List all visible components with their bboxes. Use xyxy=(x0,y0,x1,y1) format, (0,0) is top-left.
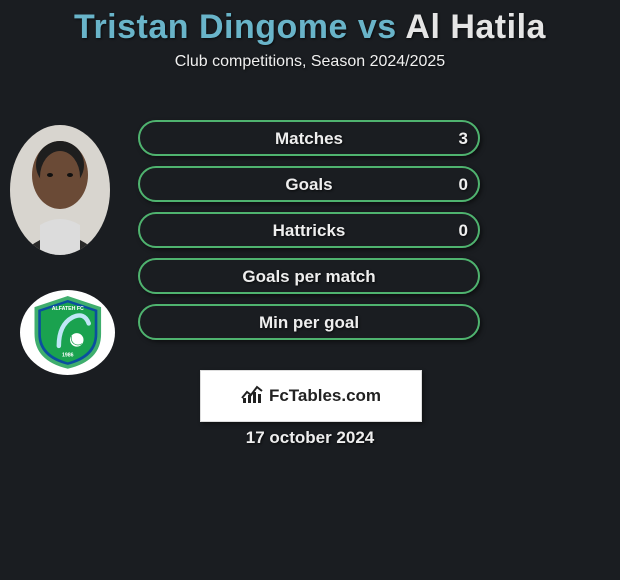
vs-word: vs xyxy=(358,8,397,46)
stat-value-left: 0 xyxy=(459,221,468,241)
stat-row: Hattricks0 xyxy=(138,212,480,248)
stat-pill: Hattricks0 xyxy=(138,212,480,248)
stat-value-left: 0 xyxy=(459,175,468,195)
stat-value-left: 3 xyxy=(459,129,468,149)
subtitle: Club competitions, Season 2024/2025 xyxy=(0,53,620,71)
brand-text: FcTables.com xyxy=(269,386,381,406)
stat-label: Hattricks xyxy=(140,221,478,241)
brand-badge[interactable]: FcTables.com xyxy=(200,370,422,422)
stat-pill: Goals0 xyxy=(138,166,480,202)
page-title: Tristan Dingome vs Al Hatila xyxy=(0,0,620,47)
stat-row: Min per goal xyxy=(138,304,480,340)
chart-icon xyxy=(241,384,263,409)
player-photo xyxy=(10,125,110,255)
svg-text:1986: 1986 xyxy=(62,352,74,358)
stat-label: Goals xyxy=(140,175,478,195)
stat-label: Goals per match xyxy=(140,267,478,287)
stat-pill: Goals per match xyxy=(138,258,480,294)
club-logo: ALFATEH FC 1986 xyxy=(20,290,115,375)
stat-row: Matches3 xyxy=(138,120,480,156)
stat-pill: Matches3 xyxy=(138,120,480,156)
stat-label: Matches xyxy=(140,129,478,149)
stat-row: Goals0 xyxy=(138,166,480,202)
date-label: 17 october 2024 xyxy=(0,428,620,448)
player-a-name: Tristan Dingome xyxy=(74,8,348,46)
stat-pill: Min per goal xyxy=(138,304,480,340)
stat-row: Goals per match xyxy=(138,258,480,294)
stat-label: Min per goal xyxy=(140,313,478,333)
svg-text:ALFATEH FC: ALFATEH FC xyxy=(51,306,83,312)
player-b-name: Al Hatila xyxy=(405,8,546,46)
